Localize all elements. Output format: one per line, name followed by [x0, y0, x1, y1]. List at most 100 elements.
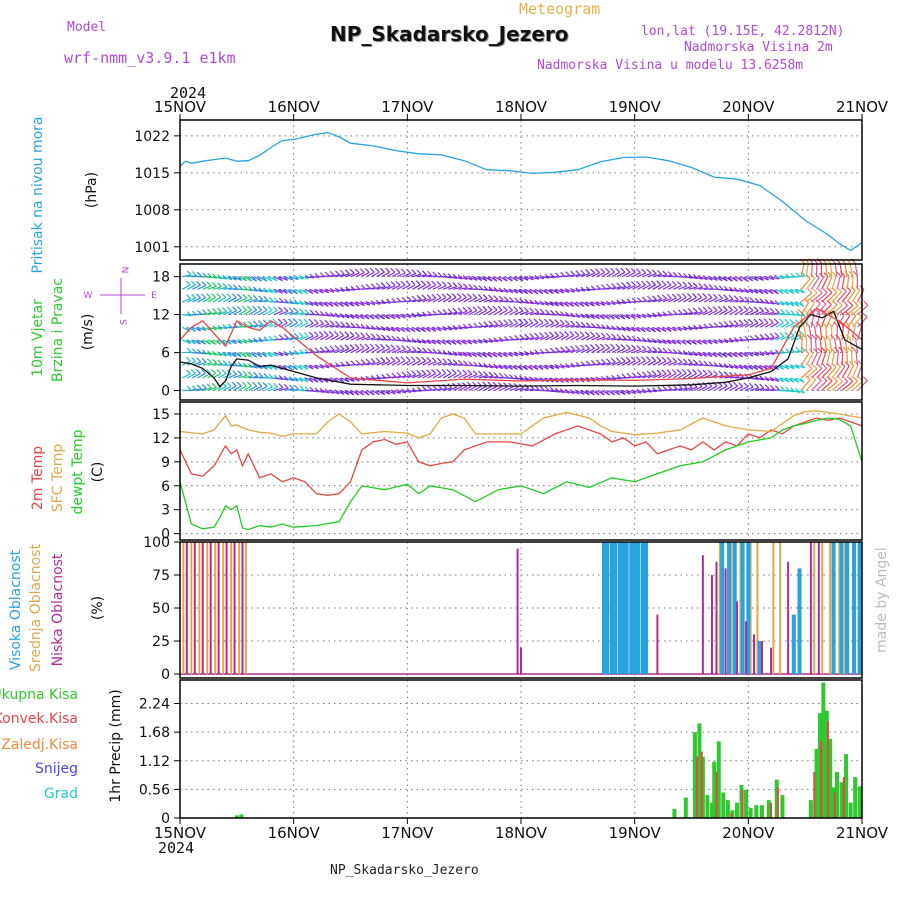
clouds-bar-niska	[193, 542, 196, 675]
wind-barb-flag	[421, 327, 426, 333]
wind-barb-flag	[431, 369, 437, 374]
wind-barb	[713, 297, 723, 303]
wind-barb	[345, 288, 355, 291]
wind-barb-flag	[743, 364, 749, 370]
wind-barb-flag	[636, 344, 642, 350]
wind-barb	[724, 375, 734, 379]
wind-barb-flag	[339, 331, 345, 336]
wind-barb	[202, 351, 212, 356]
wind-barb-flag	[595, 359, 601, 365]
wind-barb-flag	[360, 359, 366, 364]
wind-barb	[632, 389, 642, 394]
wind-barb	[478, 374, 488, 379]
wind-barb-flag	[599, 343, 605, 349]
wind-barb-flag	[805, 375, 811, 381]
wind-barb	[453, 373, 462, 379]
wind-barb-flag	[811, 334, 816, 340]
wind-barb	[360, 347, 370, 354]
wind-barb-flag	[635, 356, 641, 362]
wind-barb-flag	[257, 276, 263, 282]
wind-barb	[294, 322, 303, 328]
wind-barb-flag	[421, 338, 427, 344]
wind-barb	[841, 290, 852, 303]
wind-barb-flag	[631, 389, 637, 395]
wind-barb-flag	[186, 385, 192, 391]
wind-barb	[667, 297, 677, 303]
wind-barb-flag	[406, 370, 412, 376]
precip-bar-ukupna	[748, 807, 753, 818]
wind-series-speed	[179, 310, 863, 388]
pressure-ytick-label: 1001	[134, 240, 170, 256]
wind-barb-flag	[386, 335, 392, 340]
wind-barb-flag	[529, 307, 535, 313]
wind-barb-flag	[806, 334, 812, 339]
clouds-bar-visoka	[720, 542, 725, 675]
wind-barb-flag	[375, 333, 381, 339]
wind-barb	[284, 337, 294, 341]
clouds-bar-srednja	[772, 542, 775, 675]
wind-barb-flag	[743, 276, 749, 282]
wind-barb	[591, 272, 600, 278]
wind-barb-flag	[411, 346, 417, 352]
wind-barb-flag	[318, 331, 324, 336]
wind-barb	[366, 337, 376, 341]
wind-barb-flag	[185, 327, 191, 332]
wind-barb-flag	[851, 334, 857, 340]
wind-barb-flag	[620, 389, 626, 395]
precip-bar-ukupna	[705, 795, 710, 818]
wind-barb	[795, 334, 805, 341]
clouds-bar-niska	[201, 542, 204, 675]
wind-barb	[345, 272, 355, 278]
wind-barb-flag	[247, 305, 252, 311]
wind-barb-flag	[789, 301, 795, 307]
wind-barb	[345, 335, 355, 341]
wind-barb	[217, 326, 228, 330]
wind-barb-flag	[447, 358, 453, 364]
wind-barb	[719, 309, 728, 316]
wind-barb	[611, 271, 621, 278]
wind-barb	[754, 387, 764, 392]
wind-barb-flag	[820, 334, 826, 340]
wind-barb-flag	[727, 352, 733, 358]
wind-barb-flag	[498, 372, 504, 378]
wind-barb	[775, 276, 785, 280]
precip-legend-3: Snijeg	[35, 761, 78, 777]
wind-barb	[294, 351, 304, 355]
wind-barb-flag	[313, 301, 319, 307]
wind-barb-flag	[759, 333, 765, 339]
wind-barb	[795, 389, 805, 394]
wind-barb	[519, 351, 529, 356]
wind-barb-flag	[748, 382, 754, 388]
wind-barb	[489, 376, 499, 379]
wind-barb-flag	[293, 289, 298, 295]
wind-barb	[289, 276, 299, 281]
wind-barb	[289, 311, 299, 316]
wind-barb-flag	[226, 351, 232, 357]
wind-barb	[407, 273, 417, 278]
clouds-bar-visoka	[740, 542, 745, 675]
wind-barb-flag	[528, 275, 534, 281]
wind-ytick-label: 6	[161, 346, 170, 362]
wind-barb-flag	[282, 318, 288, 324]
wind-barb-flag	[248, 321, 253, 326]
wind-barb-flag	[640, 327, 646, 333]
wind-barb	[560, 334, 569, 341]
wind-barb-flag	[447, 308, 453, 314]
wind-barb-flag	[411, 269, 417, 275]
wind-barb	[217, 276, 227, 280]
xtick-top-label: 17NOV	[381, 98, 434, 116]
wind-barb-flag	[508, 318, 514, 324]
wind-barb	[243, 385, 252, 392]
wind-barb-flag	[503, 364, 508, 370]
wind-barb-flag	[422, 347, 427, 353]
wind-barb-flag	[222, 360, 228, 365]
wind-barb-flag	[247, 294, 253, 300]
wind-ytick-label: 18	[152, 270, 170, 286]
wind-barb	[780, 322, 790, 328]
wind-barb	[719, 364, 729, 369]
wind-barb-flag	[661, 356, 667, 362]
wind-barb	[524, 336, 534, 341]
wind-barb	[217, 373, 227, 379]
wind-barb-flag	[339, 302, 344, 307]
wind-barb-flag	[641, 280, 646, 286]
